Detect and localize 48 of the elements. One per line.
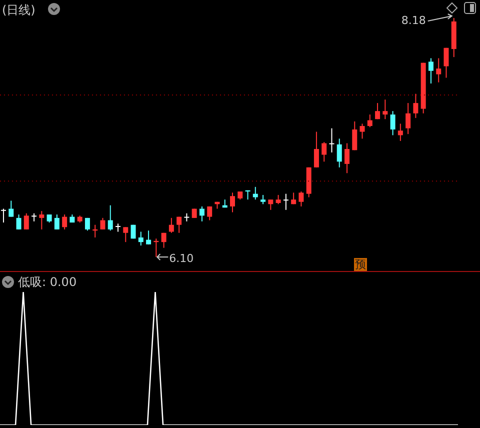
candlestick	[298, 191, 304, 207]
candlestick	[24, 212, 29, 230]
annotation: 6.10	[169, 252, 194, 265]
candlestick	[138, 231, 144, 246]
candlestick	[260, 194, 266, 205]
candlestick	[176, 216, 182, 234]
candlestick	[406, 102, 411, 135]
candlestick	[230, 192, 235, 213]
candlestick	[252, 186, 258, 200]
candlestick	[84, 217, 90, 232]
candlestick	[444, 47, 449, 78]
chart-title: 低吸: 0.00	[18, 274, 77, 291]
candlestick	[168, 217, 174, 234]
candlestick	[192, 208, 197, 218]
candlestick	[161, 232, 166, 248]
candlestick	[336, 138, 342, 168]
candlestick	[283, 193, 288, 210]
candlestick	[207, 206, 212, 221]
candlestick	[8, 200, 14, 218]
candlestick	[123, 226, 128, 243]
candlestick	[39, 210, 44, 230]
candlestick	[146, 230, 152, 245]
candlestick	[1, 208, 6, 224]
candlestick	[436, 58, 442, 83]
candlestick	[268, 199, 274, 210]
text: 预	[354, 258, 367, 271]
candlestick	[390, 110, 396, 136]
candlestick	[382, 99, 388, 120]
candlestick	[352, 120, 358, 151]
candlestick	[62, 214, 68, 230]
candlestick	[367, 114, 372, 128]
candlestick	[375, 102, 380, 120]
candlestick	[276, 194, 281, 205]
candlestick	[344, 142, 350, 174]
annotation: 8.18	[401, 14, 426, 27]
candlestick	[322, 142, 327, 162]
candlestick	[413, 93, 418, 118]
candlestick	[428, 58, 434, 84]
candlestick	[329, 128, 334, 153]
candlestick	[360, 123, 365, 140]
candlestick	[108, 204, 113, 232]
candlestick	[314, 131, 319, 168]
candlestick	[54, 214, 60, 230]
candlestick	[199, 206, 204, 222]
candlestick	[16, 214, 22, 230]
candlestick	[398, 123, 403, 142]
candlestick	[100, 217, 106, 230]
chart-title: (日线)	[2, 2, 36, 19]
